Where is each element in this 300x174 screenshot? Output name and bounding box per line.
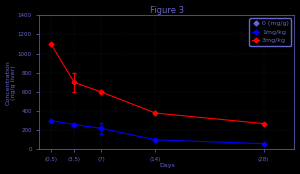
Title: Figure 3: Figure 3	[150, 6, 184, 15]
Y-axis label: Concentration
(ng/g liver): Concentration (ng/g liver)	[6, 60, 16, 105]
Legend: 0 (mg/g), 1mg/kg, 3mg/kg: 0 (mg/g), 1mg/kg, 3mg/kg	[249, 18, 291, 46]
X-axis label: Days: Days	[159, 163, 175, 168]
